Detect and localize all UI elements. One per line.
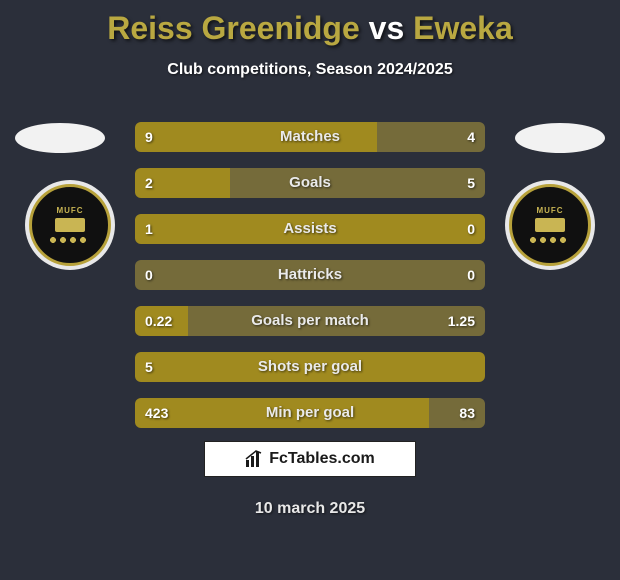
stat-value-left: 2: [145, 168, 153, 198]
stat-value-right: 1.25: [448, 306, 475, 336]
stat-label: Goals per match: [135, 306, 485, 336]
player1-avatar-placeholder: [15, 123, 105, 153]
stat-value-right: 83: [459, 398, 475, 428]
page-title: Reiss Greenidge vs Eweka: [0, 0, 620, 47]
player1-name: Reiss Greenidge: [107, 10, 360, 46]
club-lion-icon: [535, 218, 565, 232]
stat-value-right: 4: [467, 122, 475, 152]
stat-label: Matches: [135, 122, 485, 152]
stat-value-right: 0: [467, 214, 475, 244]
stat-row: Assists1 0: [135, 214, 485, 244]
club-badge-inner: MUFC: [509, 184, 591, 266]
player2-avatar-placeholder: [515, 123, 605, 153]
stat-label: Hattricks: [135, 260, 485, 290]
vs-text: vs: [369, 10, 405, 46]
stat-row: Hattricks0 0: [135, 260, 485, 290]
bar-chart-icon: [245, 450, 263, 468]
club-waves-icon: [527, 235, 573, 245]
brand-text: FcTables.com: [269, 450, 375, 468]
player2-name: Eweka: [413, 10, 513, 46]
stat-row: Goals2 5: [135, 168, 485, 198]
stat-label: Min per goal: [135, 398, 485, 428]
stat-value-left: 423: [145, 398, 168, 428]
stat-value-right: 5: [467, 168, 475, 198]
stat-value-left: 0.22: [145, 306, 172, 336]
stat-row: Shots per goal5: [135, 352, 485, 382]
stat-row: Goals per match0.22 1.25: [135, 306, 485, 336]
stat-value-left: 0: [145, 260, 153, 290]
stat-label: Shots per goal: [135, 352, 485, 382]
stat-label: Goals: [135, 168, 485, 198]
player2-club-badge: MUFC: [505, 180, 595, 270]
club-badge-inner: MUFC: [29, 184, 111, 266]
club-acronym: MUFC: [56, 206, 83, 215]
stat-value-left: 5: [145, 352, 153, 382]
stat-value-right: 0: [467, 260, 475, 290]
stat-label: Assists: [135, 214, 485, 244]
date-text: 10 march 2025: [0, 500, 620, 518]
player1-club-badge: MUFC: [25, 180, 115, 270]
brand-logo[interactable]: FcTables.com: [204, 441, 416, 477]
stat-row: Matches9 4: [135, 122, 485, 152]
club-lion-icon: [55, 218, 85, 232]
comparison-chart: Matches94Goals25Assists10Hattricks00Goal…: [135, 122, 485, 444]
club-acronym: MUFC: [536, 206, 563, 215]
stat-value-left: 9: [145, 122, 153, 152]
stat-value-left: 1: [145, 214, 153, 244]
subtitle: Club competitions, Season 2024/2025: [0, 61, 620, 79]
club-waves-icon: [47, 235, 93, 245]
stat-row: Min per goal423 83: [135, 398, 485, 428]
